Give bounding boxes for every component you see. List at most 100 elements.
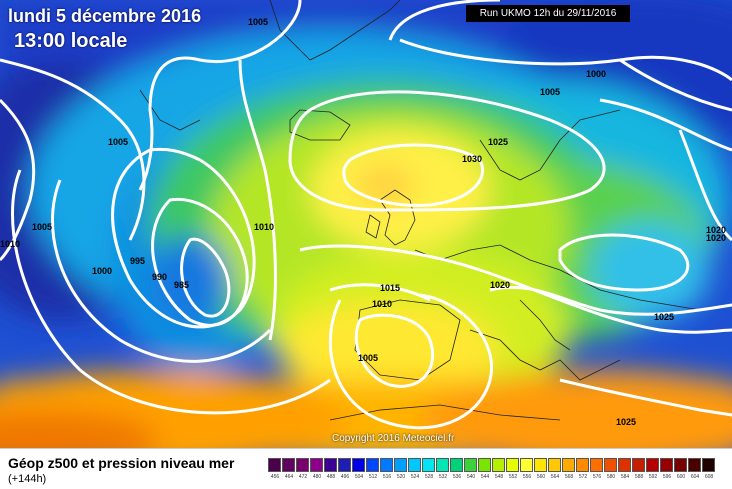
isobar-label: 985 (174, 280, 189, 290)
color-swatch (604, 458, 617, 472)
color-scale-label: 604 (690, 474, 700, 480)
color-scale-label: 552 (508, 474, 518, 480)
isobar-label: 1025 (654, 312, 674, 322)
isobar-label: 1020 (490, 280, 510, 290)
color-scale-labels: 456 464 472 480 488 496 504 512 516 520 524 528 532 5… (268, 474, 716, 480)
color-scale-label: 516 (382, 474, 392, 480)
legend-title: Géop z500 et pression niveau mer (8, 455, 235, 471)
isobar-label: 1025 (616, 417, 636, 427)
color-scale-label: 568 (564, 474, 574, 480)
color-swatch (562, 458, 575, 472)
color-scale-label: 488 (326, 474, 336, 480)
color-swatch (338, 458, 351, 472)
color-scale-label: 456 (270, 474, 280, 480)
color-swatch (394, 458, 407, 472)
color-swatch (576, 458, 589, 472)
color-swatch (660, 458, 673, 472)
color-scale-label: 480 (312, 474, 322, 480)
color-swatch (310, 458, 323, 472)
color-scale-label: 588 (634, 474, 644, 480)
copyright-notice: Copyright 2016 Meteociel.fr (332, 433, 455, 444)
color-scale-label: 584 (620, 474, 630, 480)
color-scale (268, 458, 716, 472)
color-scale-label: 572 (578, 474, 588, 480)
color-scale-label: 544 (480, 474, 490, 480)
color-swatch (268, 458, 281, 472)
color-scale-label: 540 (466, 474, 476, 480)
color-swatch (506, 458, 519, 472)
isobar-label: 1005 (358, 353, 378, 363)
color-scale-label: 496 (340, 474, 350, 480)
run-info: Run UKMO 12h du 29/11/2016 (466, 5, 630, 22)
color-scale-label: 532 (438, 474, 448, 480)
color-swatch (282, 458, 295, 472)
color-swatch (324, 458, 337, 472)
color-scale-label: 560 (536, 474, 546, 480)
isobar-label: 1010 (372, 299, 392, 309)
color-scale-label: 580 (606, 474, 616, 480)
color-scale-label: 536 (452, 474, 462, 480)
coastlines (139, 0, 701, 421)
color-swatch (520, 458, 533, 472)
geopotential-field (0, 0, 732, 448)
isobar-label: 990 (152, 272, 167, 282)
color-swatch (380, 458, 393, 472)
color-swatch (548, 458, 561, 472)
isobar-label: 1005 (108, 137, 128, 147)
isobar-label: 1000 (92, 266, 112, 276)
color-scale-label: 464 (284, 474, 294, 480)
isobar-label: 1015 (380, 283, 400, 293)
color-swatch (436, 458, 449, 472)
color-swatch (688, 458, 701, 472)
forecast-date: lundi 5 décembre 2016 (8, 6, 202, 26)
color-scale-label: 548 (494, 474, 504, 480)
isobar-label: 1000 (586, 69, 606, 79)
isobar-label: 1020 (706, 233, 726, 243)
color-scale-label: 504 (354, 474, 364, 480)
isobar-label: 1005 (32, 222, 52, 232)
color-scale-label: 556 (522, 474, 532, 480)
color-scale-label: 596 (662, 474, 672, 480)
color-scale-label: 520 (396, 474, 406, 480)
color-swatch (492, 458, 505, 472)
isobar-labels: 1005 1005 1005 1000 995 990 985 1010 101… (0, 17, 726, 427)
isobar-label: 1020 (706, 225, 726, 235)
isobar-label: 1010 (0, 239, 20, 249)
color-swatch (352, 458, 365, 472)
color-scale-label: 512 (368, 474, 378, 480)
color-swatch (618, 458, 631, 472)
color-swatch (464, 458, 477, 472)
color-swatch (534, 458, 547, 472)
color-swatch (296, 458, 309, 472)
color-scale-label: 524 (410, 474, 420, 480)
legend-bar: Géop z500 et pression niveau mer (+144h)… (0, 448, 732, 489)
color-swatch (674, 458, 687, 472)
isobar-label: 1010 (254, 222, 274, 232)
color-scale-label: 564 (550, 474, 560, 480)
color-scale-label: 528 (424, 474, 434, 480)
color-swatch (366, 458, 379, 472)
color-swatch (590, 458, 603, 472)
color-swatch (450, 458, 463, 472)
isobars (0, 0, 732, 430)
forecast-time: 13:00 locale (14, 30, 128, 52)
isobar-label: 1005 (540, 87, 560, 97)
color-swatch (422, 458, 435, 472)
isobar-label: 1030 (462, 154, 482, 164)
color-scale-label: 592 (648, 474, 658, 480)
color-swatch (478, 458, 491, 472)
color-swatch (632, 458, 645, 472)
color-scale-label: 472 (298, 474, 308, 480)
color-scale-label: 576 (592, 474, 602, 480)
isobar-label: 995 (130, 256, 145, 266)
color-swatch (408, 458, 421, 472)
color-swatch (646, 458, 659, 472)
isobar-label: 1005 (248, 17, 268, 27)
map-canvas: 1005 1005 1005 1000 995 990 985 1010 101… (0, 0, 732, 448)
legend-subtitle: (+144h) (8, 473, 47, 485)
color-swatch (702, 458, 715, 472)
weather-map: 1005 1005 1005 1000 995 990 985 1010 101… (0, 0, 732, 448)
color-scale-label: 600 (676, 474, 686, 480)
isobar-label: 1025 (488, 137, 508, 147)
color-scale-label: 608 (704, 474, 714, 480)
